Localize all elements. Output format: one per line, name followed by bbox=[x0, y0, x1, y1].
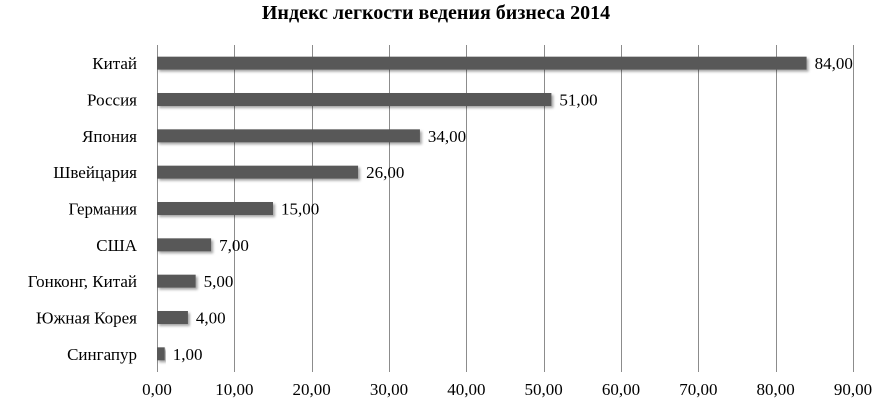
x-tick-label: 10,00 bbox=[215, 380, 253, 399]
category-label: Япония bbox=[82, 127, 137, 146]
category-label: Германия bbox=[68, 200, 137, 219]
bar bbox=[157, 202, 273, 215]
x-tick-label: 70,00 bbox=[679, 380, 717, 399]
x-tick-label: 90,00 bbox=[834, 380, 872, 399]
bar bbox=[157, 56, 807, 70]
category-label: Россия bbox=[87, 91, 137, 110]
category-label: Сингапур bbox=[67, 345, 137, 364]
data-label: 26,00 bbox=[366, 163, 404, 182]
bar bbox=[157, 165, 359, 179]
data-label: 34,00 bbox=[428, 127, 466, 146]
data-label: 5,00 bbox=[204, 272, 234, 291]
category-label: Гонконг, Китай bbox=[28, 272, 137, 291]
data-label: 4,00 bbox=[196, 309, 226, 328]
data-label: 7,00 bbox=[219, 236, 249, 255]
category-label: Швейцария bbox=[53, 163, 137, 182]
bar bbox=[157, 93, 552, 106]
labels: 0,00 10,00 20,00 30,00 40,00 50,00 60,00 70,00 8… bbox=[28, 54, 872, 399]
data-label: 15,00 bbox=[281, 200, 319, 219]
bar bbox=[157, 311, 188, 324]
bar bbox=[157, 274, 196, 288]
bar bbox=[157, 238, 212, 252]
chart-title: Индекс легкости ведения бизнеса 2014 bbox=[261, 2, 611, 24]
data-label: 1,00 bbox=[173, 345, 203, 364]
category-label: Китай bbox=[92, 54, 137, 73]
x-tick-label: 80,00 bbox=[757, 380, 795, 399]
x-tick-label: 30,00 bbox=[370, 380, 408, 399]
bar bbox=[157, 129, 420, 143]
category-label: Южная Корея bbox=[36, 309, 137, 328]
x-tick-label: 60,00 bbox=[602, 380, 640, 399]
bar bbox=[157, 347, 165, 361]
data-label: 51,00 bbox=[559, 91, 597, 110]
bars bbox=[157, 56, 807, 361]
category-label: США bbox=[96, 236, 137, 255]
data-label: 84,00 bbox=[815, 54, 853, 73]
x-tick-label: 40,00 bbox=[447, 380, 485, 399]
x-tick-label: 20,00 bbox=[293, 380, 331, 399]
x-tick-label: 50,00 bbox=[525, 380, 563, 399]
x-tick-label: 0,00 bbox=[142, 380, 172, 399]
